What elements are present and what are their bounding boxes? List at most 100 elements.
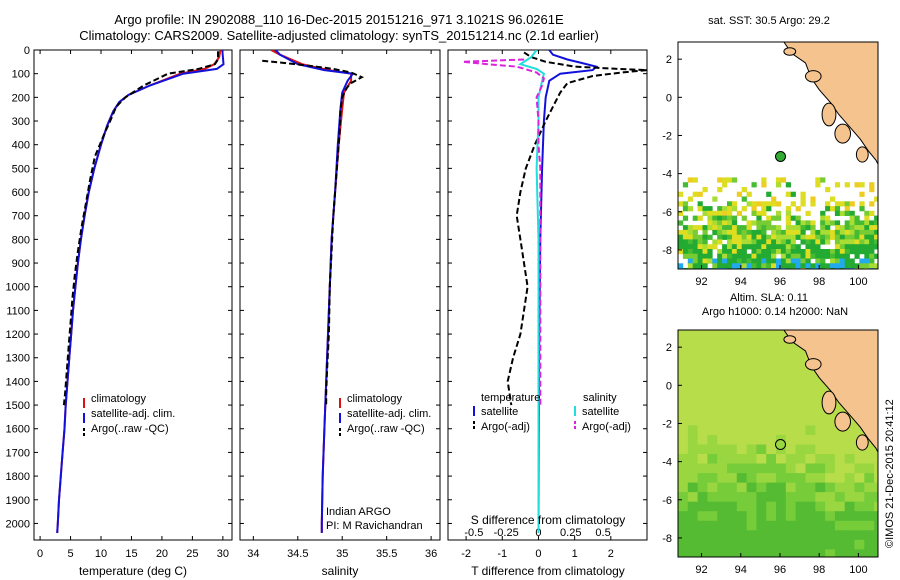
- heatmap-cell: [687, 425, 699, 436]
- heatmap-cell: [776, 396, 787, 408]
- heatmap-cell: [697, 520, 709, 532]
- xtick-label: 0: [535, 548, 541, 560]
- heatmap-cell: [825, 220, 831, 226]
- heatmap-cell: [717, 539, 728, 551]
- heatmap-cell: [697, 501, 709, 513]
- heatmap-cell: [854, 263, 860, 269]
- heatmap-cell: [776, 406, 787, 417]
- heatmap-cell: [800, 258, 806, 264]
- heatmap-cell: [854, 220, 860, 226]
- heatmap-cell: [697, 387, 709, 398]
- heatmap-cell: [717, 434, 728, 446]
- heatmap-cell: [717, 229, 723, 236]
- heatmap-cell: [741, 244, 747, 250]
- heatmap-cell: [687, 444, 699, 455]
- heatmap-cell: [756, 244, 762, 250]
- xtick2-label: 0.25: [560, 527, 581, 539]
- heatmap-cell: [854, 225, 860, 231]
- heatmap-cell: [844, 492, 856, 503]
- heatmap-cell: [727, 349, 738, 360]
- heatmap-cell: [687, 549, 699, 557]
- heatmap-cell: [736, 234, 742, 240]
- temperature-axes-frame: [33, 49, 233, 541]
- heatmap-cell: [736, 258, 742, 264]
- heatmap-cell: [815, 406, 826, 417]
- heatmap-cell: [815, 492, 826, 503]
- heatmap-cell: [790, 253, 796, 259]
- heatmap-cell: [834, 444, 846, 455]
- xtick-label: 100: [849, 564, 867, 576]
- xtick-label: 15: [125, 548, 137, 560]
- heatmap-cell: [815, 539, 826, 551]
- difference-series: [462, 50, 647, 533]
- heatmap-cell: [864, 549, 875, 557]
- heatmap-cell: [815, 444, 826, 455]
- heatmap-cell: [727, 263, 733, 269]
- heatmap-cell: [717, 330, 728, 341]
- ytick-label: 400: [12, 140, 30, 152]
- heatmap-cell: [844, 229, 850, 236]
- heatmap-cell: [717, 349, 728, 360]
- heatmap-cell: [820, 253, 826, 259]
- heatmap-cell: [795, 444, 807, 455]
- heatmap-cell: [687, 177, 693, 183]
- heatmap-cell: [766, 349, 777, 360]
- xtick-label: 96: [774, 276, 786, 288]
- heatmap-cell: [692, 249, 698, 255]
- land-island: [783, 335, 797, 344]
- heatmap-cell: [682, 206, 689, 212]
- heatmap-cell: [820, 239, 826, 245]
- heatmap-cell: [795, 501, 807, 513]
- heatmap-cell: [859, 191, 865, 197]
- legend-label-satellite: satellite-adj. clim.: [91, 408, 175, 420]
- heatmap-cell: [854, 473, 865, 484]
- heatmap-cell: [756, 482, 767, 494]
- heatmap-cell: [766, 253, 772, 259]
- heatmap-cell: [697, 244, 703, 250]
- heatmap-cell: [687, 473, 699, 484]
- heatmap-cell: [815, 396, 826, 408]
- heatmap-cell: [746, 201, 752, 207]
- sst-map-ticks: 92 94 96 98 100 2 0 -2 -4 -6 -8: [662, 54, 867, 288]
- heatmap-cell: [771, 225, 777, 231]
- heatmap-cell: [800, 263, 806, 269]
- heatmap-cell: [717, 239, 723, 245]
- legend-header-salinity: salinity: [583, 392, 617, 404]
- heatmap-cell: [678, 191, 684, 197]
- heatmap-cell: [697, 549, 709, 557]
- heatmap-cell: [717, 482, 728, 494]
- heatmap-cell: [869, 258, 875, 264]
- heatmap-cell: [717, 187, 723, 193]
- heatmap-cell: [815, 263, 821, 269]
- ytick-label: 200: [12, 92, 30, 104]
- heatmap-cell: [825, 253, 831, 259]
- legend-label-t-argo: Argo(-adj): [481, 421, 530, 433]
- heatmap-cell: [820, 220, 826, 226]
- sla-map-subtitle: Argo h1000: 0.14 h2000: NaN: [702, 306, 848, 318]
- heatmap-cell: [751, 201, 757, 207]
- heatmap-cell: [795, 473, 807, 484]
- heatmap-cell: [844, 501, 856, 513]
- heatmap-cell: [815, 549, 826, 557]
- heatmap-cell: [746, 253, 752, 259]
- heatmap-cell: [717, 549, 728, 557]
- heatmap-cell: [839, 263, 845, 269]
- heatmap-cell: [727, 225, 733, 231]
- heatmap-cell: [834, 182, 841, 188]
- heatmap-cell: [864, 463, 875, 474]
- heatmap-cell: [776, 501, 787, 513]
- heatmap-cell: [864, 501, 875, 513]
- heatmap-cell: [825, 263, 831, 269]
- heatmap-cell: [692, 177, 698, 183]
- heatmap-cell: [731, 206, 738, 212]
- heatmap-cell: [766, 330, 777, 341]
- heatmap-cell: [746, 239, 752, 245]
- heatmap-cell: [864, 454, 875, 465]
- heatmap-cell: [687, 253, 693, 259]
- heatmap-cell: [766, 511, 777, 522]
- heatmap-cell: [839, 225, 845, 231]
- temperature-ticks: 0100200300400500600700800900100011001200…: [6, 45, 232, 560]
- heatmap-cell: [795, 249, 801, 255]
- heatmap-cell: [776, 263, 782, 269]
- heatmap-cell: [795, 492, 807, 503]
